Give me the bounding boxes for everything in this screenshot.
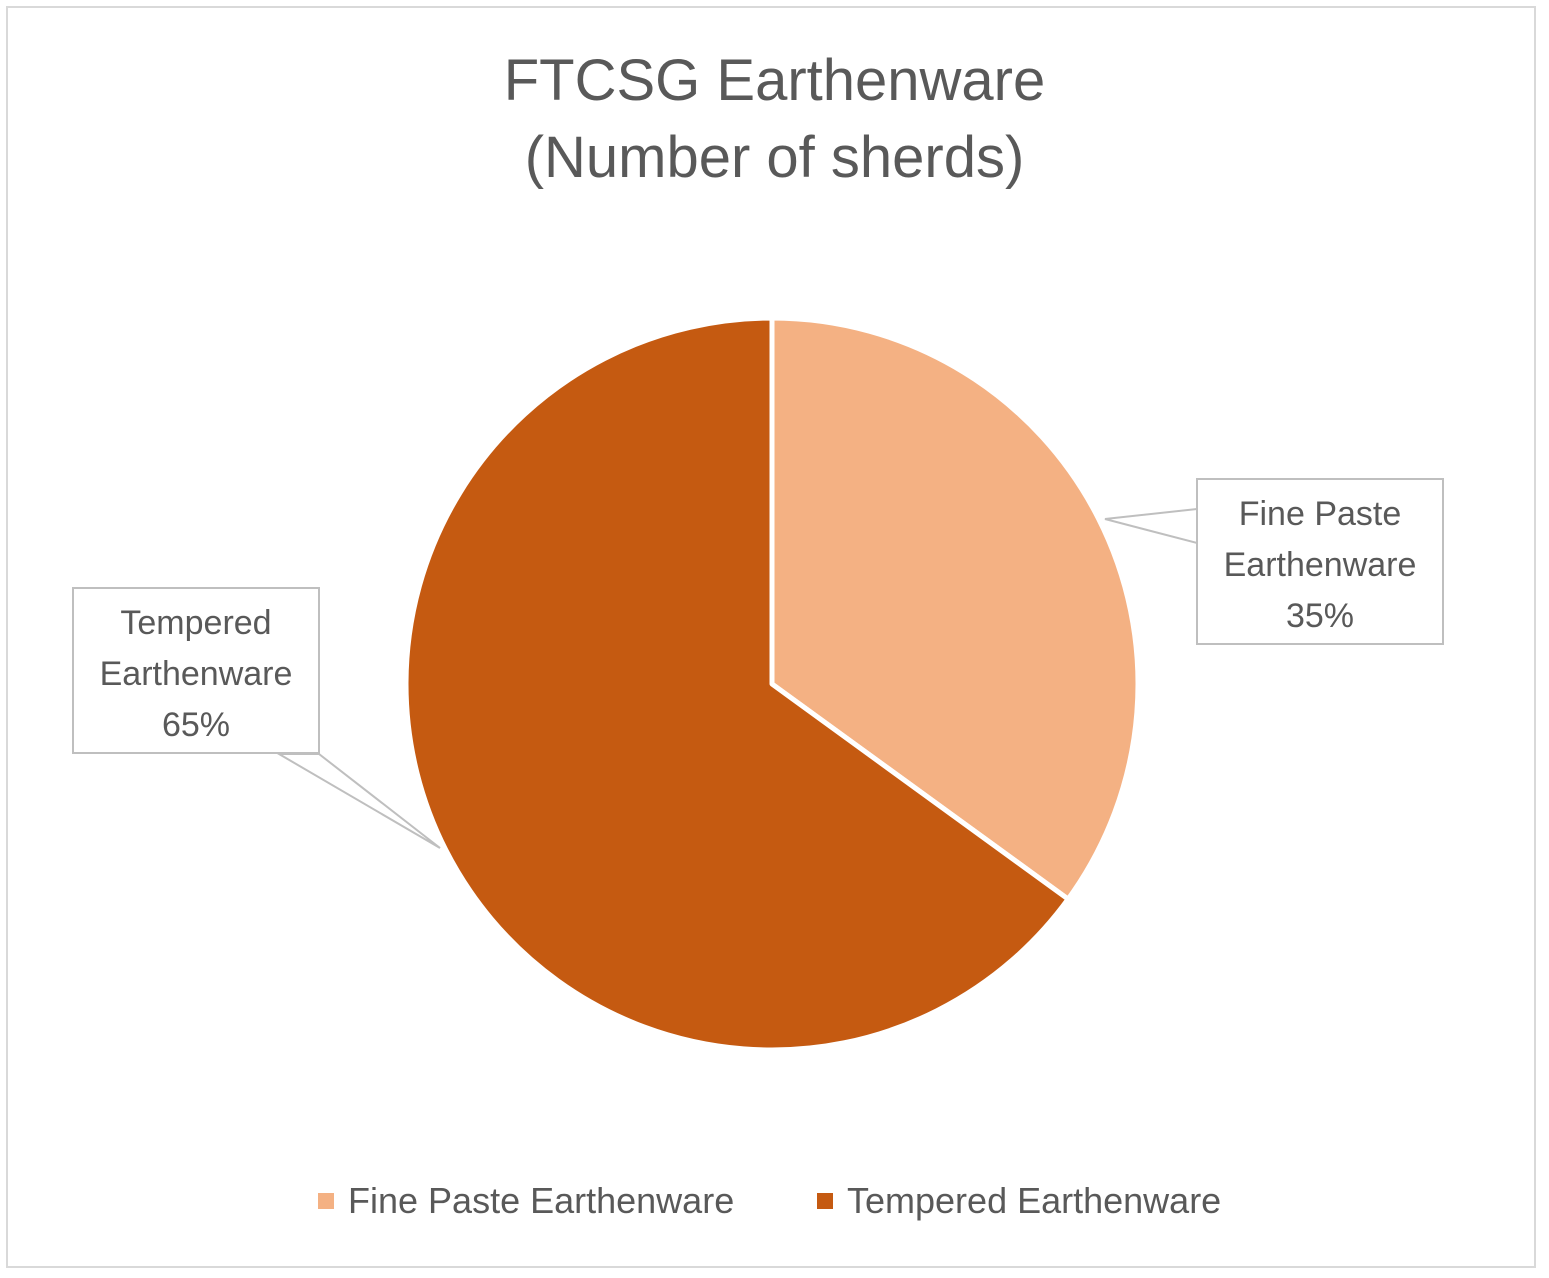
- data-label-tempered-percent: 65%: [161, 706, 231, 744]
- chart-title-line-2: (Number of sherds): [524, 125, 1025, 190]
- data-label-tempered-name-line-1: Tempered: [120, 604, 272, 642]
- chart-title-line-1: FTCSG Earthenware: [503, 48, 1046, 113]
- leader-line-tempered: [275, 753, 441, 849]
- legend-swatch-fine-paste: [318, 1193, 334, 1209]
- chart-legend: Fine Paste Earthenware Tempered Earthenw…: [0, 1176, 1549, 1226]
- data-label-tempered-earthenware: Tempered Earthenware 65%: [72, 587, 320, 754]
- pie-slice-tempered-earthenware[interactable]: [403, 315, 1071, 1053]
- leader-line-fine-paste: [1104, 507, 1198, 545]
- legend-label-tempered: Tempered Earthenware: [847, 1180, 1222, 1221]
- data-label-fine-name-line-2: Earthenware: [1223, 546, 1417, 584]
- data-label-fine-percent: 35%: [1285, 597, 1355, 635]
- legend-item-tempered-earthenware[interactable]: Tempered Earthenware: [817, 1176, 1221, 1226]
- data-label-fine-paste-earthenware: Fine Paste Earthenware 35%: [1196, 478, 1444, 645]
- data-label-fine-name-line-1: Fine Paste: [1238, 495, 1402, 533]
- data-label-tempered-name-line-2: Earthenware: [99, 655, 293, 693]
- legend-label-fine-paste: Fine Paste Earthenware: [348, 1180, 735, 1221]
- pie-slice-fine-paste-earthenware[interactable]: [769, 315, 1141, 902]
- legend-item-fine-paste-earthenware[interactable]: Fine Paste Earthenware: [318, 1176, 734, 1226]
- legend-swatch-tempered: [817, 1193, 833, 1209]
